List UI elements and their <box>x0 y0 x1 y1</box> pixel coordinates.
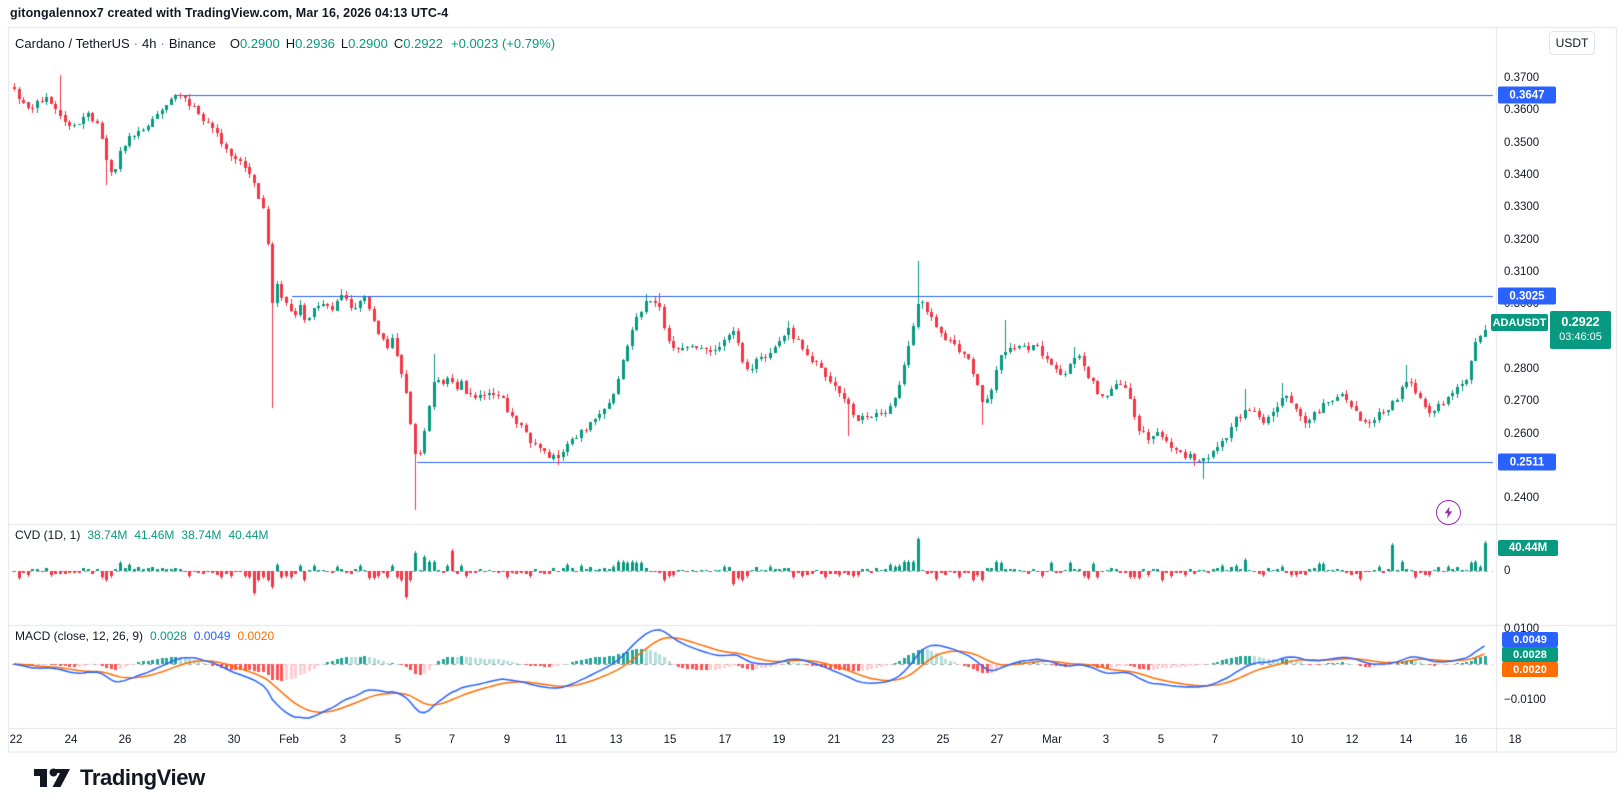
time-axis-label: 12 <box>1345 734 1359 746</box>
time-axis-label: 5 <box>1157 734 1165 746</box>
lightning-icon <box>1444 506 1453 519</box>
time-axis-label: 14 <box>1399 734 1413 746</box>
time-axis-label: 26 <box>118 734 132 746</box>
price-axis-label: 0.3200 <box>1504 233 1540 246</box>
price-axis-label: 0.2700 <box>1504 395 1540 408</box>
time-axis-label: 3 <box>339 734 347 746</box>
price-axis-label: 0.3700 <box>1504 72 1540 84</box>
cvd-axis-badge: 40.44M <box>1498 540 1558 556</box>
price-axis-label: 0.3600 <box>1504 104 1540 117</box>
time-axis-label: 17 <box>718 734 732 746</box>
symbol-axis-badge: ADAUSDT <box>1491 314 1548 331</box>
time-axis-label: 21 <box>827 734 841 746</box>
time-axis-label: 19 <box>772 734 786 746</box>
last-price-badge: 0.2922 03:46:05 <box>1550 311 1611 349</box>
time-axis-label: Feb <box>279 734 299 746</box>
price-axis-label: 0.2400 <box>1504 492 1540 505</box>
macd-axis-label: −0.0100 <box>1504 693 1546 706</box>
price-axis-label: 0.3100 <box>1504 266 1540 278</box>
time-axis-label: 23 <box>881 734 895 746</box>
price-axis-label: 0.2800 <box>1504 363 1540 375</box>
time-axis-label: 18 <box>1508 734 1522 746</box>
price-axis-label: 0.3400 <box>1504 169 1540 181</box>
time-axis-label: 13 <box>609 734 623 746</box>
macd-axis-label: 0.0100 <box>1504 622 1540 635</box>
macd-value-badge: 0.0028 <box>1502 647 1558 662</box>
time-axis-label: 25 <box>936 734 950 746</box>
time-axis-label: 22 <box>9 734 23 746</box>
price-axis-label: 0.3300 <box>1504 201 1540 214</box>
level-price-badge: 0.3025 <box>1498 287 1556 305</box>
time-axis-label: 9 <box>503 734 511 746</box>
time-axis-label: Mar <box>1042 734 1062 746</box>
last-price-value: 0.2922 <box>1561 315 1600 330</box>
price-axis-label: 0.3500 <box>1504 136 1540 149</box>
time-axis-label: 16 <box>1454 734 1468 746</box>
time-axis-label: 11 <box>555 734 567 746</box>
time-axis-label: 7 <box>448 734 456 746</box>
level-price-badge: 0.2511 <box>1498 453 1556 471</box>
level-price-badge: 0.3647 <box>1498 86 1556 104</box>
time-axis-label: 27 <box>990 734 1004 746</box>
time-axis-label: 28 <box>173 734 187 746</box>
macd-value-badge: 0.0020 <box>1502 662 1558 677</box>
time-axis-label: 10 <box>1290 734 1304 746</box>
time-axis-label: 7 <box>1211 734 1219 746</box>
time-axis-label: 15 <box>663 734 677 746</box>
bar-countdown: 03:46:05 <box>1559 330 1602 343</box>
time-axis-label: 24 <box>64 734 78 746</box>
price-axis-label: 0.2600 <box>1504 427 1540 440</box>
cvd-axis-zero-label: 0 <box>1504 565 1511 577</box>
time-axis-label: 3 <box>1102 734 1110 746</box>
instant-trading-button[interactable] <box>1436 500 1461 525</box>
time-axis-label: 30 <box>227 734 241 746</box>
macd-value-badge: 0.0049 <box>1502 632 1558 647</box>
time-axis-label: 5 <box>394 734 402 746</box>
